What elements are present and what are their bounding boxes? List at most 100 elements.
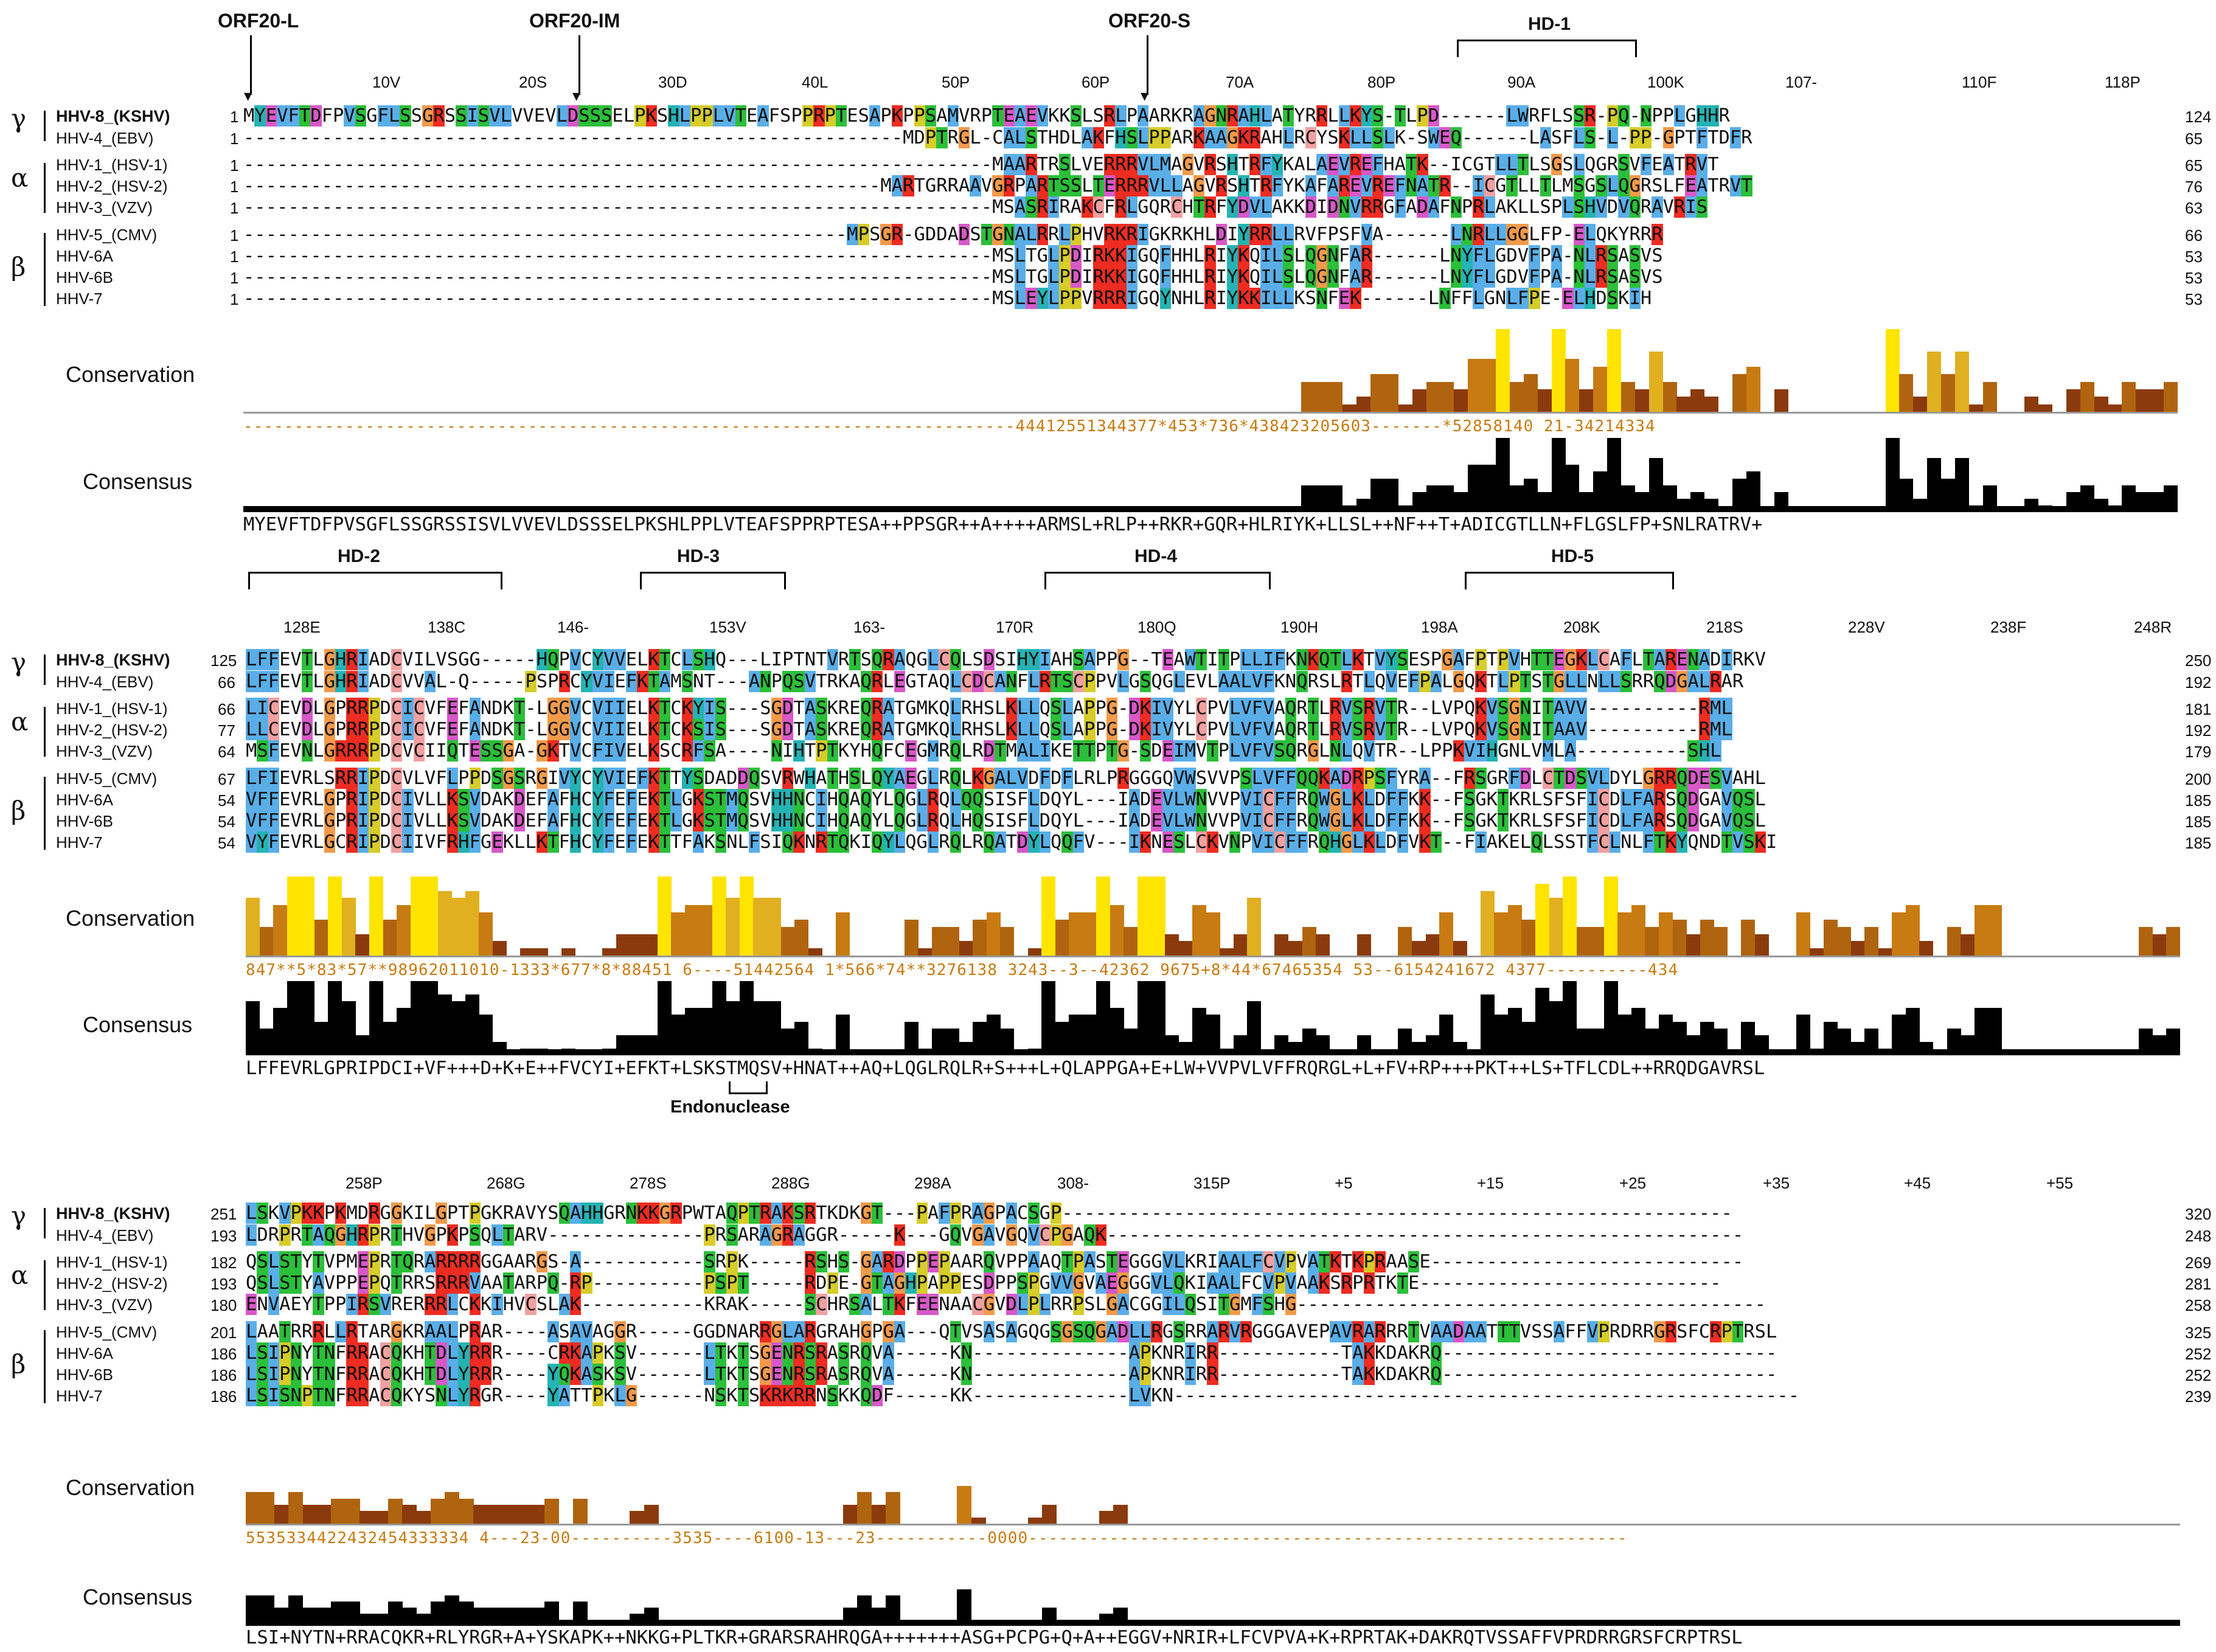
ruler-tick: 190H <box>1280 618 1319 636</box>
seq-end: 181 <box>2185 700 2212 718</box>
conservation-bar <box>287 876 301 956</box>
conservation-bar <box>1658 912 1673 956</box>
conservation-bar <box>355 934 370 956</box>
region-hd3-label: HD-3 <box>677 546 720 566</box>
ruler-tick: 107- <box>1785 73 1818 91</box>
conservation-bar <box>260 1492 275 1524</box>
consensus-bars <box>243 433 2178 512</box>
consensus-bar <box>843 1608 858 1626</box>
consensus-bar <box>857 1595 872 1626</box>
conservation-bar <box>1704 397 1719 412</box>
consensus-bar <box>1551 438 1566 512</box>
consensus-bar <box>1535 988 1549 1055</box>
conservation-bar <box>1899 374 1914 412</box>
group-gamma-label: γ <box>11 103 27 133</box>
consensus-bar <box>492 1041 507 1055</box>
sequence-row: ----------------------------------------… <box>243 154 1719 175</box>
consensus-bar <box>808 1048 822 1055</box>
conservation-bar <box>1634 389 1649 412</box>
consensus-bar <box>479 1015 493 1055</box>
consensus-bar <box>445 1595 460 1626</box>
conservation-bar <box>1593 366 1608 412</box>
conservation-bar <box>971 1517 986 1524</box>
taxon-label: HHV-6B <box>56 812 113 830</box>
conservation-bar <box>1686 934 1701 956</box>
seq-end: 179 <box>2185 743 2212 761</box>
taxon-label: HHV-3_(VZV) <box>56 742 153 760</box>
conservation-bar <box>1480 890 1495 956</box>
conservation-bar <box>1648 352 1663 412</box>
ruler-tick: +55 <box>2046 1174 2074 1192</box>
consensus-bar <box>316 1608 332 1626</box>
conservation-bar <box>288 1492 304 1524</box>
consensus-bar <box>835 1015 850 1055</box>
ruler-tick: 163- <box>853 618 886 636</box>
consensus-bar <box>794 1021 809 1055</box>
consensus-bar <box>288 1595 304 1626</box>
consensus-bar <box>780 1028 795 1055</box>
consensus-bar <box>1607 438 1621 512</box>
conservation-bar <box>479 912 493 956</box>
consensus-bar <box>1919 1041 1934 1055</box>
group-bracket-gamma <box>44 111 46 141</box>
consensus-bar <box>1137 981 1151 1055</box>
group-bracket-beta <box>44 1330 46 1403</box>
consensus-bar <box>1658 1015 1673 1055</box>
ruler-tick: 118P <box>2105 73 2141 91</box>
consensus-bar <box>331 1602 346 1626</box>
consensus-bar <box>616 1035 630 1055</box>
conservation-bar <box>2139 926 2153 956</box>
conservation-bar <box>835 912 850 956</box>
consensus-bar <box>1165 1035 1179 1055</box>
conservation-bar <box>1055 919 1069 956</box>
seq-end: 65 <box>2185 130 2203 148</box>
conservation-bar <box>1549 898 1563 956</box>
consensus-bar <box>1468 465 1482 512</box>
consensus-bar <box>2152 1035 2167 1055</box>
conservation-bar <box>698 905 713 956</box>
consensus-bar <box>671 1015 686 1055</box>
consensus-bar <box>1247 1001 1262 1055</box>
consensus-sequence: LFFEVRLGPRIPDCI+VF+++D+K+E++FVCYI+EFKT+L… <box>246 1058 1765 1079</box>
ruler-tick: 238F <box>1990 618 2027 636</box>
conservation-bar <box>1288 941 1303 956</box>
conservation-bar <box>2066 389 2080 412</box>
seq-start: 1 <box>230 156 239 175</box>
consensus-bar <box>1732 478 1746 512</box>
endonuclease-bracket <box>729 1081 768 1094</box>
conservation-bar <box>1521 919 1536 956</box>
conservation-bar <box>373 1511 389 1524</box>
consensus-bar <box>886 1595 901 1626</box>
ruler-tick: 100K <box>1647 73 1684 91</box>
seq-start: 251 <box>210 1205 237 1223</box>
conservation-bar <box>1796 912 1810 956</box>
conservation-bar <box>1509 381 1524 412</box>
conservation-bar <box>1746 366 1760 412</box>
consensus-bar <box>533 1048 548 1055</box>
seq-end: 200 <box>2185 770 2212 788</box>
conservation-bar <box>1620 381 1635 412</box>
sequence-row: LSIPNYTNFRRACQKHTDLYRRR----CRKAPKSV-----… <box>246 1342 1777 1364</box>
conservation-bar <box>369 876 383 956</box>
sequence-row: ----------------------------------------… <box>243 127 1752 148</box>
consensus-bar <box>2066 491 2080 512</box>
ruler-tick: 128E <box>283 618 321 636</box>
seq-end: 192 <box>2185 721 2212 740</box>
conservation-bar <box>644 934 658 956</box>
conservation-bar <box>487 1504 502 1524</box>
consensus-bar <box>1412 491 1426 512</box>
consensus-bar <box>1178 1041 1193 1055</box>
consensus-bar <box>302 1608 318 1626</box>
conservation-bar <box>2166 926 2181 956</box>
conservation-bar <box>2094 397 2108 412</box>
consensus-bar <box>1988 1008 2002 1055</box>
seq-end: 124 <box>2185 108 2212 126</box>
consensus-bar <box>1316 1035 1330 1055</box>
ruler-tick: 50P <box>942 73 970 91</box>
region-hd2-label: HD-2 <box>338 546 381 566</box>
consensus-bar <box>1041 981 1056 1055</box>
consensus-bar <box>1439 1015 1454 1055</box>
consensus-bar <box>644 1035 658 1055</box>
conservation-bar <box>314 919 328 956</box>
group-bracket-alpha <box>44 707 46 757</box>
